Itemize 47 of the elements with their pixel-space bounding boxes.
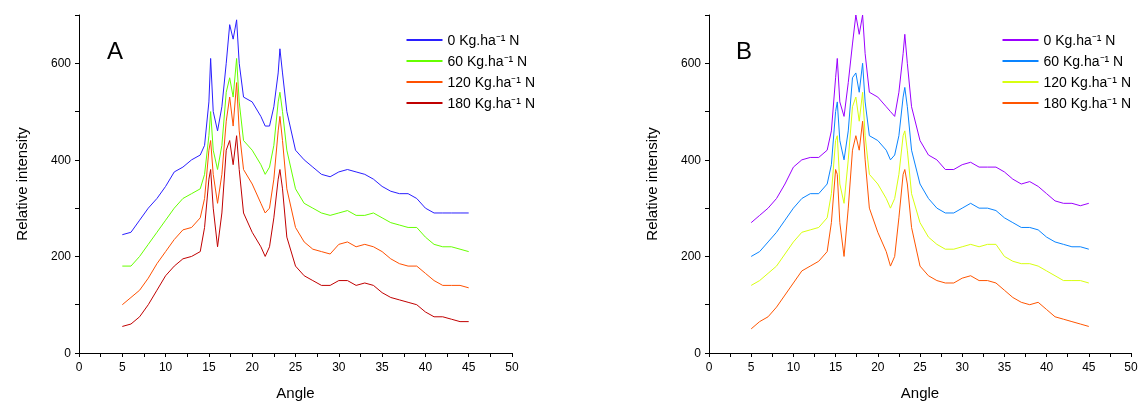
- legend-label: 60 Kg.ha⁻¹ N: [1043, 53, 1124, 69]
- y-tick-label: 600: [50, 56, 72, 71]
- x-tick-label: 30: [332, 360, 346, 374]
- x-tick-label: 50: [505, 360, 519, 374]
- x-tick-label: 35: [375, 360, 390, 374]
- y-tick-label: 400: [50, 152, 72, 167]
- line-series: [750, 120, 1090, 330]
- legend-label: 0 Kg.ha⁻¹ N: [1043, 32, 1116, 48]
- x-tick-label: 25: [913, 360, 927, 374]
- x-tick-label: 45: [1082, 360, 1096, 374]
- x-tick-label: 20: [871, 360, 885, 374]
- legend-label: 120 Kg.ha⁻¹ N: [1043, 74, 1131, 90]
- y-axis-title: Relative intensity: [13, 126, 30, 241]
- legend-label: 0 Kg.ha⁻¹ N: [447, 32, 520, 48]
- y-tick-label: 0: [64, 346, 72, 360]
- legend-label: 180 Kg.ha⁻¹ N: [447, 95, 535, 111]
- line-series: [121, 57, 470, 267]
- annotation: B: [736, 36, 753, 64]
- x-tick-label: 0: [705, 360, 713, 374]
- y-tick-label: 0: [694, 346, 702, 360]
- x-tick-label: 30: [955, 360, 970, 374]
- x-tick-label: 15: [828, 360, 843, 374]
- x-tick-label: 25: [288, 360, 303, 374]
- x-tick-label: 40: [1039, 360, 1054, 374]
- x-tick-label: 10: [786, 360, 801, 374]
- y-tick-label: 400: [680, 152, 702, 167]
- line-series: [121, 135, 470, 327]
- x-tick-label: 20: [245, 360, 260, 374]
- legend-label: 60 Kg.ha⁻¹ N: [447, 53, 528, 69]
- legend-label: 120 Kg.ha⁻¹ N: [447, 74, 535, 90]
- y-tick-label: 200: [50, 249, 72, 264]
- x-tick-label: 5: [747, 360, 755, 374]
- x-tick-label: 40: [418, 360, 433, 374]
- y-tick-label: 200: [680, 249, 702, 264]
- y-tick-label: 600: [680, 56, 702, 71]
- x-tick-label: 15: [202, 360, 216, 374]
- annotation: A: [107, 36, 124, 64]
- legend-label: 180 Kg.ha⁻¹ N: [1043, 95, 1131, 111]
- x-tick-label: 5: [118, 360, 126, 374]
- x-tick-label: 10: [158, 360, 173, 374]
- x-tick-label: 35: [997, 360, 1012, 374]
- x-axis-title: Angle: [900, 384, 940, 401]
- x-tick-label: 50: [1124, 360, 1138, 374]
- x-axis-title: Angle: [276, 384, 315, 401]
- x-tick-label: 0: [75, 360, 83, 374]
- y-axis-title: Relative intensity: [643, 126, 660, 241]
- x-tick-label: 45: [462, 360, 476, 374]
